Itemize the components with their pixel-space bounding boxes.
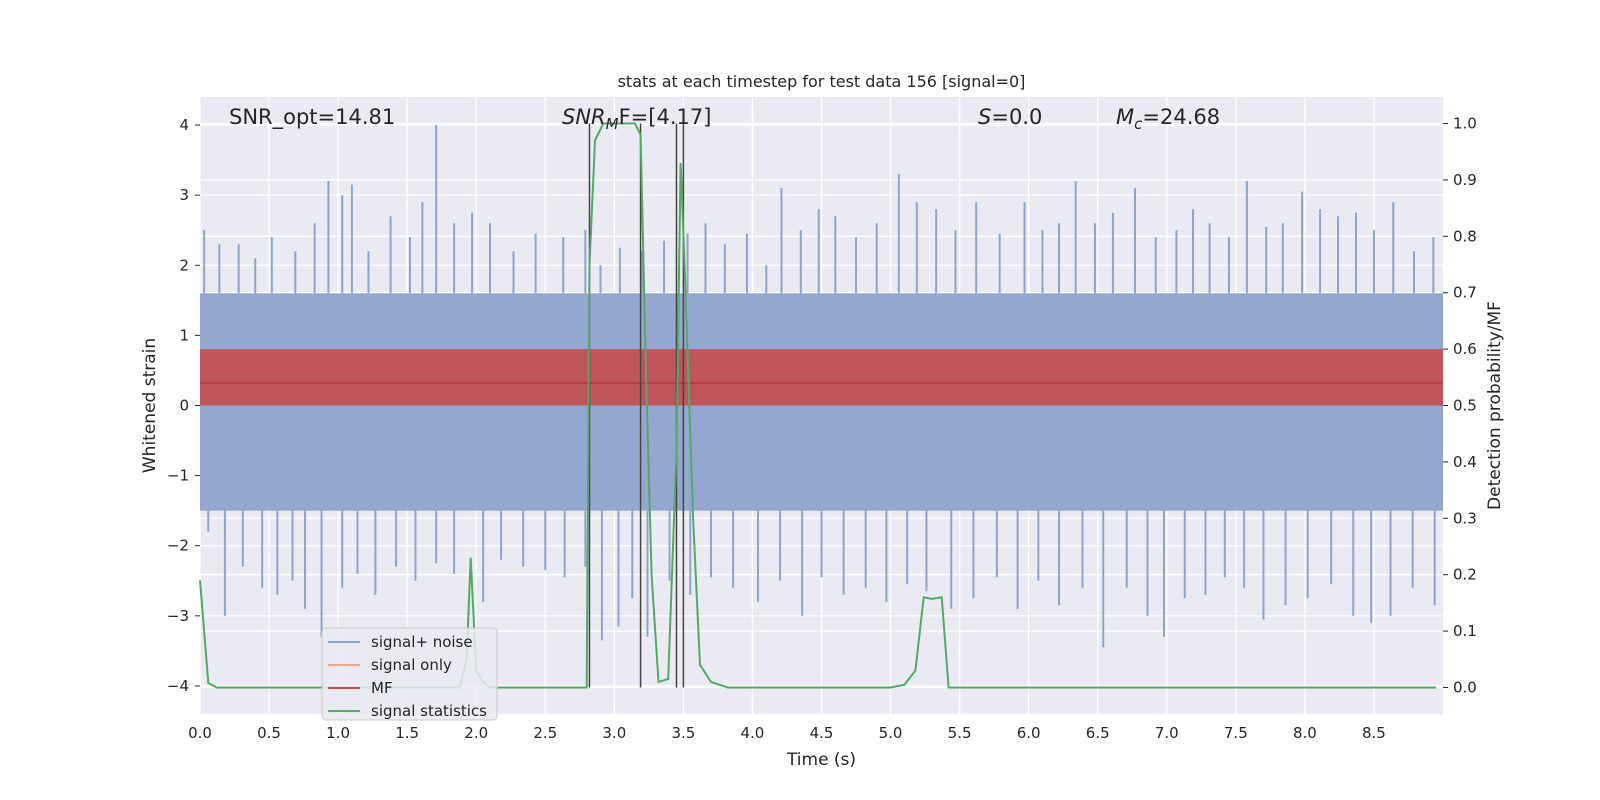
legend: signal+ noise signal only MF signal statist… — [321, 627, 498, 721]
right-y-tick-label: 0.9 — [1453, 171, 1477, 189]
mf-layer — [200, 349, 1443, 406]
x-tick-label: 6.5 — [1086, 724, 1110, 742]
annotation-snr-mf: SNRMF=[4.17] — [562, 105, 711, 133]
left-y-tick-label: 4 — [179, 116, 189, 134]
annotation-snr-mf-sub: M — [606, 115, 619, 133]
annotation-snr-opt: SNR_opt=14.81 — [229, 105, 395, 130]
x-tick-label: 0.5 — [257, 724, 281, 742]
right-y-tick-label: 0.6 — [1453, 340, 1477, 358]
x-tick-label: 3.0 — [602, 724, 626, 742]
left-y-tick-label: −1 — [167, 467, 189, 485]
x-tick-label: 4.5 — [810, 724, 834, 742]
x-tick-label: 2.0 — [464, 724, 488, 742]
x-tick-label: 3.5 — [671, 724, 695, 742]
x-tick-label: 2.5 — [533, 724, 557, 742]
x-tick-label: 4.0 — [741, 724, 765, 742]
left-y-tick-label: 2 — [179, 256, 189, 274]
x-tick-label: 7.5 — [1224, 724, 1248, 742]
left-y-tick-label: −2 — [167, 537, 189, 555]
x-tick-label: 7.0 — [1155, 724, 1179, 742]
x-tick-label: 5.5 — [948, 724, 972, 742]
chart-title: stats at each timestep for test data 156… — [618, 72, 1026, 91]
right-y-tick-label: 0.5 — [1453, 397, 1477, 415]
left-y-tick-label: 3 — [179, 186, 189, 204]
right-y-tick-label: 0.0 — [1453, 678, 1477, 696]
x-tick-label: 1.0 — [326, 724, 350, 742]
left-y-tick-label: 1 — [179, 326, 189, 344]
x-tick-label: 0.0 — [188, 724, 212, 742]
legend-items: signal+ noise signal only MF signal statist… — [328, 633, 487, 720]
annotation-mc-label: M — [1116, 105, 1134, 129]
annotation-snr-mf-main: SNR — [562, 105, 606, 129]
x-tick-label: 8.5 — [1362, 724, 1386, 742]
right-y-tick-label: 0.8 — [1453, 227, 1477, 245]
annotation-snr-mf-rest: F=[4.17] — [619, 105, 712, 129]
tick-layer: 0.0 0.5 1.0 1.5 2.0 2.5 3.0 3.5 4.0 4.5 5.0 5.5 6.0 6… — [167, 115, 1477, 742]
annotation-mc: Mc=24.68 — [1116, 105, 1220, 133]
left-y-axis-label: Whitened strain — [140, 338, 160, 473]
annotation-mc-value: =24.68 — [1142, 105, 1220, 129]
annotation-mc-sub: c — [1134, 115, 1143, 133]
right-y-tick-label: 0.1 — [1453, 622, 1477, 640]
signal-statistics-line — [199, 122, 1437, 689]
x-axis-label: Time (s) — [786, 750, 856, 770]
right-y-tick-label: 1.0 — [1453, 115, 1477, 133]
x-tick-label: 1.5 — [395, 724, 419, 742]
legend-label: signal+ noise — [371, 633, 473, 651]
right-y-tick-label: 0.4 — [1453, 453, 1477, 471]
right-y-tick-label: 0.2 — [1453, 566, 1477, 584]
legend-box — [321, 627, 498, 721]
x-tick-label: 8.0 — [1293, 724, 1317, 742]
annotation-s-value: =0.0 — [991, 105, 1042, 129]
mf-band — [200, 349, 1443, 406]
left-y-tick-label: 0 — [179, 397, 189, 415]
legend-label: MF — [371, 679, 393, 697]
signal-statistics-layer — [199, 122, 1437, 689]
x-tick-label: 6.0 — [1017, 724, 1041, 742]
right-y-tick-label: 0.7 — [1453, 284, 1477, 302]
legend-label: signal only — [371, 656, 452, 674]
x-tick-label: 5.0 — [879, 724, 903, 742]
legend-label: signal statistics — [371, 702, 487, 720]
annotation-s: S=0.0 — [978, 105, 1042, 129]
left-y-tick-label: −4 — [167, 677, 189, 695]
left-y-tick-label: −3 — [167, 607, 189, 625]
right-y-axis-label: Detection probability/MF — [1485, 301, 1505, 510]
annotation-s-label: S — [978, 105, 991, 129]
right-y-tick-label: 0.3 — [1453, 509, 1477, 527]
